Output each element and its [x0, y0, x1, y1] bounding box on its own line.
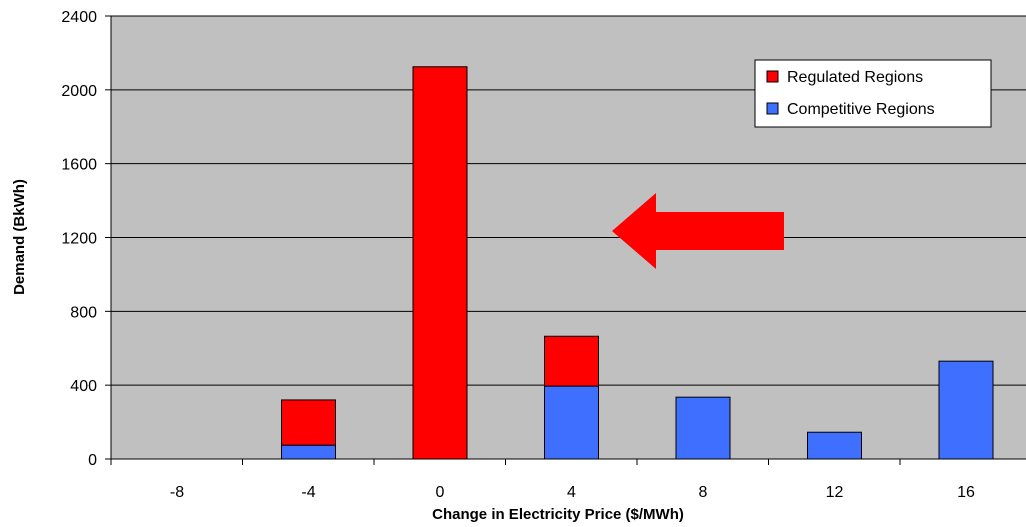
y-tick-label: 0 [88, 452, 97, 469]
y-tick-label: 800 [70, 304, 97, 321]
x-tick-label: 0 [436, 484, 445, 501]
y-tick-label: 1600 [61, 157, 97, 174]
legend-swatch-regulated [766, 70, 779, 83]
bar-competitive [281, 444, 336, 460]
y-tick-label: 400 [70, 378, 97, 395]
x-tick-label: 12 [826, 484, 844, 501]
bar-competitive [544, 385, 599, 460]
x-tick-labels: -8 -4 0 4 8 12 16 [170, 484, 975, 501]
legend: Regulated Regions Competitive Regions [754, 59, 992, 128]
x-tick-label: 16 [957, 484, 975, 501]
left-arrow-annotation [612, 193, 784, 269]
x-tick-label: 4 [567, 484, 576, 501]
gridlines [111, 15, 1026, 386]
legend-label-competitive: Competitive Regions [787, 101, 935, 118]
legend-swatch-competitive [766, 102, 779, 115]
y-tick-label: 2000 [61, 83, 97, 100]
x-tick-label: -8 [170, 484, 184, 501]
x-axis-title: Change in Electricity Price ($/MWh) [432, 506, 684, 523]
y-tick-labels: 0 400 800 1200 1600 2000 2400 [61, 9, 111, 469]
y-tick-label: 2400 [61, 9, 97, 26]
bar-regulated [412, 66, 468, 460]
bar-competitive [675, 396, 731, 460]
bar-competitive [938, 360, 994, 460]
y-tick-label: 1200 [61, 231, 97, 248]
bar-competitive [807, 431, 862, 460]
legend-box [754, 59, 992, 128]
bars [281, 66, 994, 460]
x-tick-label: 8 [699, 484, 708, 501]
y-axis-title: Demand (BkWh) [11, 179, 28, 295]
legend-label-regulated: Regulated Regions [787, 69, 923, 86]
x-tick-label: -4 [301, 484, 315, 501]
bar-regulated [281, 399, 336, 446]
bar-regulated [544, 335, 599, 387]
